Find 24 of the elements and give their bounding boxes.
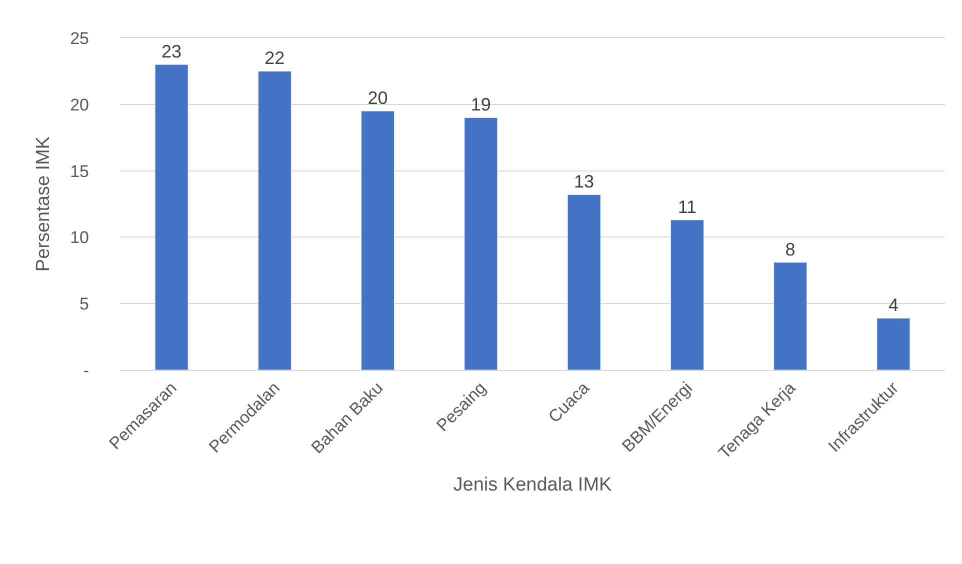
bar — [567, 194, 601, 370]
bar — [876, 318, 910, 370]
y-tick-label: 5 — [80, 294, 89, 314]
y-axis-title: Persentase IMK — [32, 136, 54, 272]
data-label: 23 — [162, 42, 182, 62]
data-label: 19 — [470, 94, 491, 115]
bar — [361, 110, 395, 370]
data-label: 4 — [888, 295, 898, 316]
y-tick-label: 10 — [70, 228, 89, 248]
data-label: 8 — [785, 239, 796, 260]
bar — [258, 70, 292, 370]
y-tick-label: 25 — [70, 28, 89, 48]
y-tick-label: - — [83, 360, 89, 380]
bar — [774, 262, 808, 370]
bar — [154, 64, 188, 370]
y-tick-label: 20 — [70, 95, 89, 114]
bar — [670, 220, 704, 370]
data-label: 20 — [368, 88, 388, 108]
bar — [464, 117, 498, 370]
data-label: 11 — [678, 196, 697, 217]
data-label: 22 — [264, 48, 285, 68]
data-label: 13 — [574, 172, 594, 192]
y-tick-label: 15 — [70, 162, 89, 181]
x-axis-title: Jenis Kendala IMK — [453, 474, 612, 496]
